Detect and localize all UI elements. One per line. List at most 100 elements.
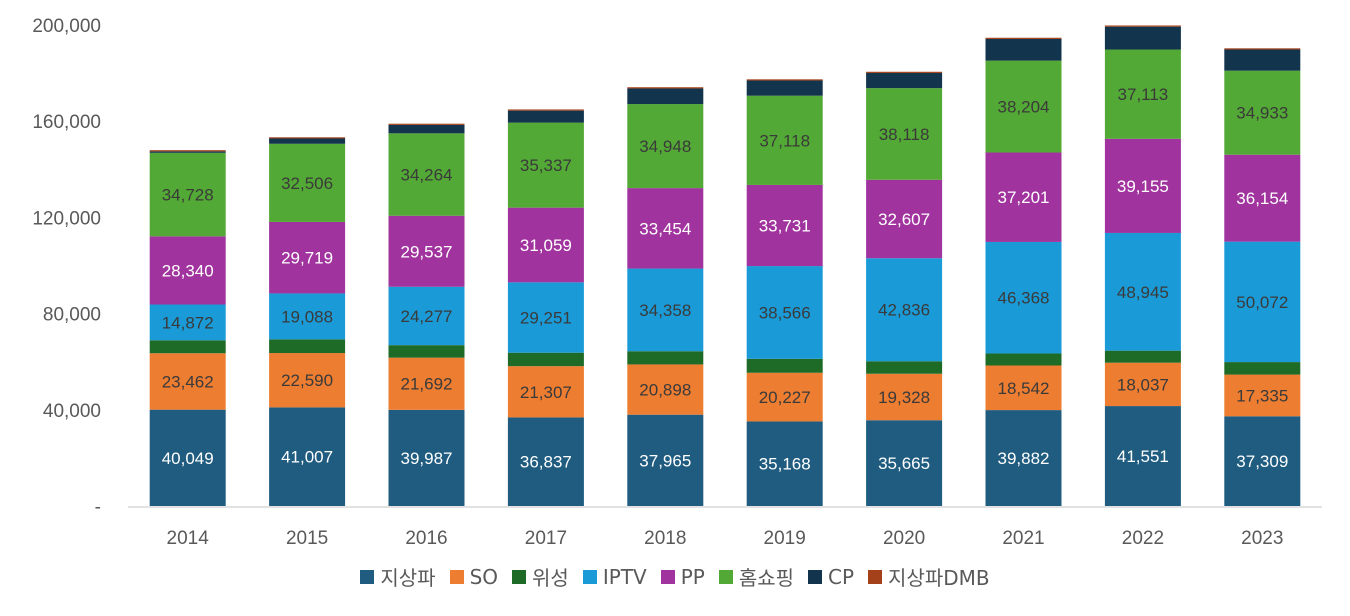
legend-label: 지상파DMB (888, 566, 990, 590)
x-tick-label: 2022 (1122, 528, 1164, 549)
legend-item: 위성 (512, 562, 569, 591)
bar-segment (388, 357, 465, 410)
data-label: 36,837 (520, 453, 572, 472)
bar-segment (507, 417, 584, 506)
bar-segment (1104, 232, 1181, 351)
data-label: 39,987 (401, 449, 453, 468)
bar-segment (269, 138, 346, 144)
bar-segment (507, 282, 584, 353)
bar-segment (149, 150, 226, 152)
legend-item: PP (660, 565, 705, 589)
data-label: 32,607 (878, 210, 930, 229)
bar-segment (507, 109, 584, 111)
bar-segment (746, 266, 823, 359)
bar-segment (985, 410, 1062, 506)
data-label: 33,454 (639, 219, 691, 238)
x-tick-label: 2018 (644, 528, 686, 549)
data-label: 42,836 (878, 301, 930, 320)
bar-segment (1104, 406, 1181, 506)
data-label: 36,154 (1236, 189, 1288, 208)
data-label: 19,328 (878, 388, 930, 407)
bar-segment (627, 104, 704, 189)
legend-label: CP (828, 564, 855, 589)
data-label: 38,204 (998, 98, 1050, 117)
bar-segment (1104, 350, 1181, 363)
data-label: 21,307 (520, 383, 572, 402)
x-tick-label: 2019 (764, 528, 806, 549)
bar-segment (746, 79, 823, 81)
data-label: 32,506 (281, 174, 333, 193)
data-label: 28,340 (162, 261, 214, 280)
bar-segment (627, 88, 704, 105)
data-label: 46,368 (998, 289, 1050, 308)
y-axis: - 40,000 80,000 120,000 160,000 200,000 (32, 16, 101, 518)
bar-segment (388, 409, 465, 506)
x-tick-label: 2020 (883, 528, 925, 549)
data-label: 50,072 (1236, 293, 1288, 312)
x-tick-label: 2021 (1002, 528, 1044, 549)
bar-segment (1224, 241, 1301, 363)
bar-segment (866, 179, 943, 259)
bar-segment (627, 351, 704, 365)
data-label: 29,719 (281, 249, 333, 268)
bar-segment (388, 124, 465, 134)
bar-segment (627, 268, 704, 352)
data-label: 24,277 (401, 307, 453, 326)
bar-segment (149, 340, 226, 354)
bar-segment (985, 152, 1062, 242)
legend-label: 지상파 (380, 566, 436, 590)
data-label: 37,201 (998, 188, 1050, 207)
bar-segment (507, 207, 584, 283)
bar-segment (507, 366, 584, 418)
bar-segment (1224, 70, 1301, 155)
data-label: 37,309 (1236, 452, 1288, 471)
bar-segment (866, 258, 943, 362)
data-label: 34,728 (162, 186, 214, 205)
bar-segment (866, 361, 943, 374)
bar-segment (149, 152, 226, 237)
legend-item: SO (449, 565, 498, 589)
bar-segment (149, 353, 226, 410)
legend-item: 지상파 (360, 562, 436, 591)
data-label: 34,264 (401, 166, 453, 185)
bar-segment (149, 236, 226, 305)
bar-segment (627, 87, 704, 89)
stacked-bar-chart: - 40,000 80,000 120,000 160,000 200,000 40,04… (32, 16, 1322, 549)
data-label: 34,948 (639, 137, 691, 156)
legend-label: 홈쇼핑 (738, 566, 795, 590)
bar-segment (746, 95, 823, 185)
bar-segment (746, 372, 823, 422)
data-label: 18,542 (998, 379, 1050, 398)
legend-swatch (449, 569, 464, 584)
data-label: 34,933 (1236, 104, 1288, 123)
data-label: 38,566 (759, 303, 811, 322)
bar-segment (985, 241, 1062, 354)
bar-segment (1224, 362, 1301, 375)
bar-segment (866, 72, 943, 89)
bar-segment (388, 123, 465, 125)
bar-segment (1104, 138, 1181, 233)
bar-segment (746, 184, 823, 267)
bar-segment (866, 373, 943, 421)
legend-swatch (582, 569, 597, 584)
data-label: 31,059 (520, 236, 572, 255)
x-axis: 2014 2015 2016 2017 2018 2019 2020 2021 2022 2023 (128, 506, 1322, 549)
bar-segment (627, 364, 704, 415)
y-tick-label: 80,000 (43, 305, 101, 326)
y-tick-label: 40,000 (43, 401, 101, 422)
legend-swatch (868, 569, 883, 584)
bar-segment (149, 304, 226, 341)
data-label: 17,335 (1236, 386, 1288, 405)
data-label: 20,227 (759, 388, 811, 407)
bar-segment (627, 414, 704, 506)
bar-segment (985, 37, 1062, 39)
bar-segment (746, 80, 823, 96)
x-tick-label: 2017 (525, 528, 567, 549)
bar-segment (507, 110, 584, 123)
data-label: 35,665 (878, 454, 930, 473)
x-tick-label: 2015 (286, 528, 328, 549)
data-label: 39,882 (998, 449, 1050, 468)
bar-segment (149, 151, 226, 153)
bar-segment (388, 345, 465, 358)
data-label: 22,590 (281, 371, 333, 390)
